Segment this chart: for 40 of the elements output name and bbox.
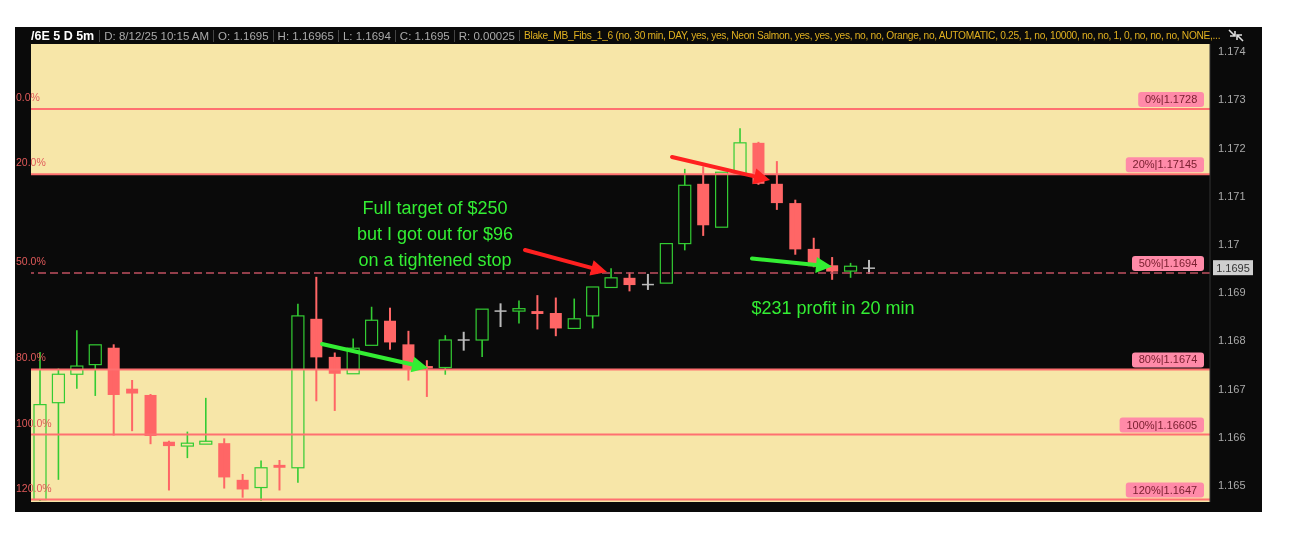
y-tick-label: 1.169 [1218,286,1246,299]
ref-line-label: 0%|1.1728 [1144,93,1198,106]
candlestick [862,259,876,274]
text: C: 1.1695 [394,29,454,42]
ref-line-label: 120%|1.1647 [1132,483,1198,496]
y-tick-label: 1.168 [1218,334,1246,347]
y-tick-label: 1.173 [1218,93,1246,106]
candlestick [70,329,84,390]
annotation: 1.1695 [1216,261,1250,274]
candlestick [456,331,471,351]
candlestick [512,299,526,325]
annotation: 120.0% [16,481,52,494]
ref-line-label: 50%|1.1694 [1138,257,1198,269]
text: L: 1.1694 [337,29,395,42]
candlestick [493,303,508,328]
y-tick-label: 1.172 [1218,141,1246,154]
ref-line-label: 80%|1.1674 [1138,353,1198,366]
text: R: 0.00025 [453,29,519,42]
annotation: 50.0% [16,255,46,267]
candlestick [678,168,692,252]
candlestick [254,459,268,502]
text: Blake_MB_Fibs_1_6 (no, 30 min, DAY, yes, yes, Neon Salmon, yes, yes, yes, no, no, Orange, no, AUTOMATIC, 0.25, 1, no, 10000, no, no, 1, 0, no, no, no, NONE,... [518,30,1225,41]
y-tick-label: 1.174 [1218,45,1246,58]
ref-line-label: 100%|1.16605 [1126,418,1198,431]
y-tick-label: 1.167 [1218,382,1246,395]
y-tick-label: 1.166 [1218,430,1246,443]
y-tick-label: 1.171 [1218,189,1246,202]
chart-title: /6E 5 D 5m [31,28,96,43]
candlestick [291,303,305,484]
y-tick-label: 1.17 [1218,237,1240,250]
y-tick-label: 1.165 [1218,479,1246,492]
annotation: 20.0% [16,156,46,169]
candlestick [438,334,452,376]
annotation: Full target of $250 but I got out for $96 on a tightened stop [356,197,514,272]
text: O: 1.1695 [213,29,273,42]
ref-line-label: 20%|1.17145 [1132,158,1198,171]
text: D: 8/12/25 10:15 AM [99,29,214,42]
annotation: $231 profit in 20 min [751,297,915,320]
text: H: 1.16965 [272,29,338,42]
annotation: 100.0% [16,416,52,429]
